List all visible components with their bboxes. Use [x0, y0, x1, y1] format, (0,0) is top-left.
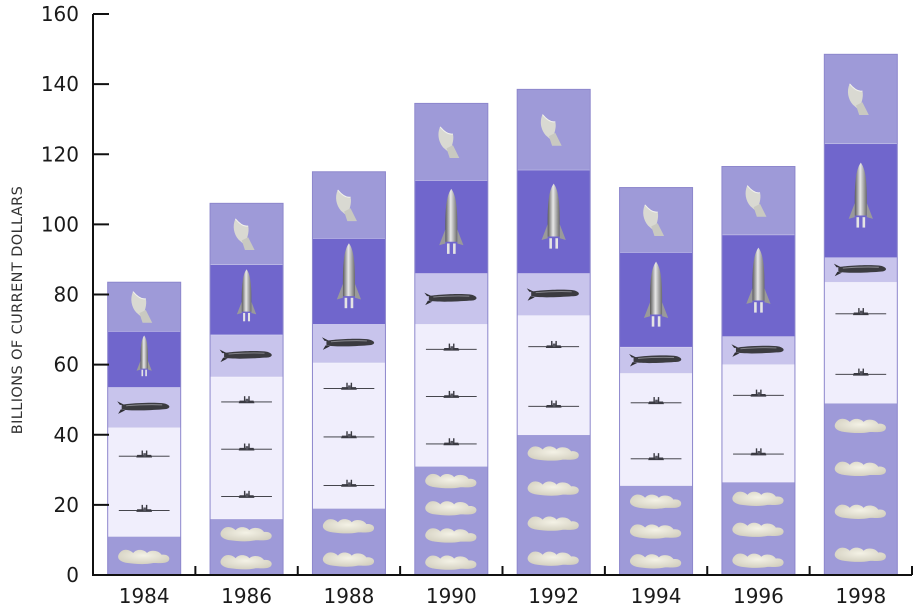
y-tick-label: 160 [41, 2, 79, 26]
bar-segment-cloud [824, 402, 898, 576]
y-axis-title: BILLIONS OF CURRENT DOLLARS [10, 186, 26, 435]
bar-segment-plane [312, 362, 386, 509]
y-tick-label: 40 [54, 423, 79, 447]
bar-segment-rocket [824, 143, 898, 258]
bar-segment-rocket [414, 180, 489, 274]
bar-segment-rocket [619, 252, 693, 348]
x-tick-label: 1986 [221, 584, 272, 608]
bar-segment-rect [107, 427, 181, 537]
bar-1992 [516, 88, 591, 576]
x-tick-label: 1996 [733, 584, 784, 608]
bar-segment-plane [209, 376, 284, 520]
bar-segment-plane [619, 373, 693, 486]
bar-segment-cloud [721, 481, 796, 576]
bar-segment-radar-dish [107, 281, 182, 576]
y-ticks: 0 20 40 60 80 100 120 140 160 [41, 2, 109, 587]
x-tick-label: 1994 [631, 584, 682, 608]
bar-segment-plane [107, 427, 181, 537]
bar-segment-plane [721, 364, 796, 483]
bar-segment-cloud [516, 434, 591, 576]
bar-1986 [209, 202, 284, 576]
bar-segment-cloud [107, 536, 181, 576]
y-tick-label: 0 [66, 563, 79, 587]
bar-segment-rect [619, 373, 693, 486]
bar-segment-rocket [721, 234, 796, 337]
bar-segment-missile [414, 273, 489, 325]
bar-segment-rocket [107, 331, 181, 388]
x-tick-label: 1990 [426, 584, 477, 608]
y-tick-label: 20 [54, 493, 79, 517]
bars-layer [107, 53, 898, 576]
bar-segment-cloud [619, 485, 693, 576]
bar-segment-plane [824, 281, 898, 404]
bar-segment-radar-dish [311, 171, 386, 576]
y-tick-label: 80 [54, 283, 79, 307]
bar-1988 [311, 171, 386, 576]
bar-1984 [107, 281, 182, 576]
y-tick-label: 120 [41, 142, 79, 166]
bar-segment-missile [619, 346, 693, 374]
y-tick-label: 100 [41, 212, 79, 236]
bar-segment-missile [209, 334, 284, 378]
bar-segment-rocket [209, 264, 284, 336]
bar-1998 [823, 53, 898, 576]
bar-segment-rocket [312, 238, 386, 325]
bar-segment-rect [516, 315, 591, 436]
bar-1996 [721, 166, 796, 576]
bar-segment-cloud [312, 508, 386, 576]
bar-segment-rect [721, 364, 796, 483]
bar-1994 [619, 187, 694, 576]
bar-segment-radar-dish [619, 187, 694, 576]
x-tick-label: 1984 [119, 584, 170, 608]
x-tick-label: 1998 [835, 584, 886, 608]
bar-segment-plane [414, 324, 489, 467]
bar-segment-cloud [209, 518, 284, 576]
bar-segment-rocket [516, 169, 591, 274]
bar-segment-missile [312, 324, 386, 364]
bar-segment-missile [107, 387, 181, 429]
x-tick-label: 1992 [528, 584, 579, 608]
bar-segment-cloud [414, 466, 489, 576]
y-tick-label: 140 [41, 72, 79, 96]
bar-segment-radar-dish [209, 202, 284, 576]
y-tick-label: 60 [54, 353, 79, 377]
bar-segment-missile [516, 273, 591, 316]
x-tick-label: 1988 [323, 584, 374, 608]
bar-segment-missile [721, 336, 796, 365]
bar-segment-plane [516, 315, 591, 436]
x-ticks: 1984 1986 1988 1990 1992 1994 1996 1998 [119, 566, 913, 608]
bar-segment-rect [824, 281, 898, 404]
bar-segment-missile [824, 257, 898, 283]
bar-1990 [414, 102, 489, 576]
